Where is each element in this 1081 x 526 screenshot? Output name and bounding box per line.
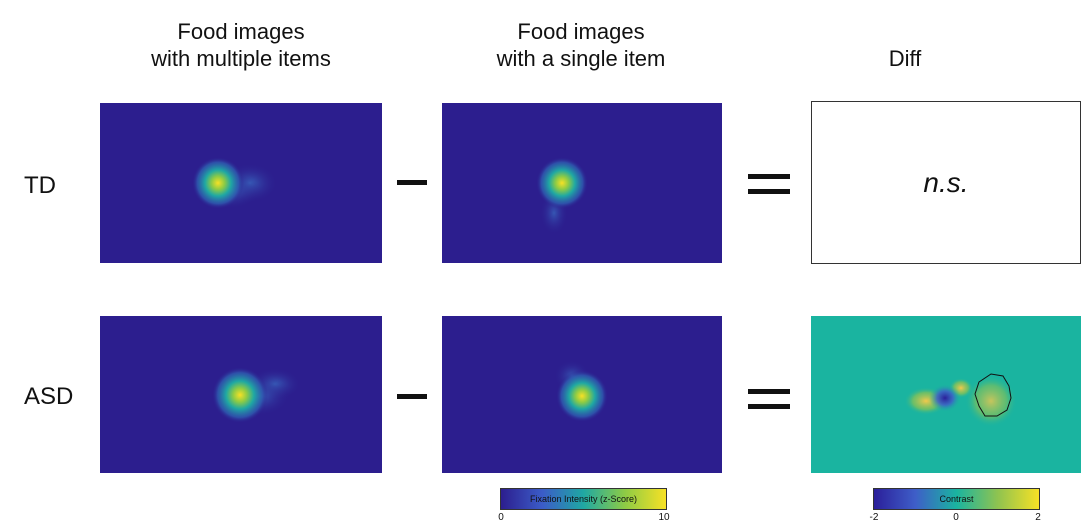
colorbar-contrast: Contrast xyxy=(873,488,1040,510)
column-title-diff: Diff xyxy=(888,46,922,71)
heatmap-td-multiple-items xyxy=(100,103,382,263)
colorbar-contrast-tick-mid: 0 xyxy=(953,512,959,523)
row-label-td: TD xyxy=(24,172,56,199)
colorbar-fixation-tick-min: 0 xyxy=(498,512,504,523)
colorbar-fixation-label: Fixation Intensity (z-Score) xyxy=(529,494,638,504)
row-label-asd: ASD xyxy=(24,383,74,410)
colorbar-fixation-intensity: Fixation Intensity (z-Score) xyxy=(500,488,667,510)
diff-td-not-significant-box: n.s. xyxy=(811,101,1081,264)
heatmap-td-single-item xyxy=(442,103,722,263)
minus-sign-asd xyxy=(397,394,427,399)
not-significant-label: n.s. xyxy=(923,166,969,198)
colorbar-contrast-tick-min: -2 xyxy=(869,512,879,523)
minus-sign-td xyxy=(397,180,427,185)
column-title-single-item: Food images with a single item xyxy=(496,19,666,71)
colorbar-contrast-tick-max: 2 xyxy=(1035,512,1041,523)
colorbar-contrast-label: Contrast xyxy=(939,494,974,504)
diff-asd-contrast-map xyxy=(811,316,1081,473)
heatmap-asd-single-item xyxy=(442,316,722,473)
colorbar-fixation-tick-max: 10 xyxy=(658,512,670,523)
heatmap-asd-multiple-items xyxy=(100,316,382,473)
column-title-multiple-items: Food images with multiple items xyxy=(151,19,331,71)
